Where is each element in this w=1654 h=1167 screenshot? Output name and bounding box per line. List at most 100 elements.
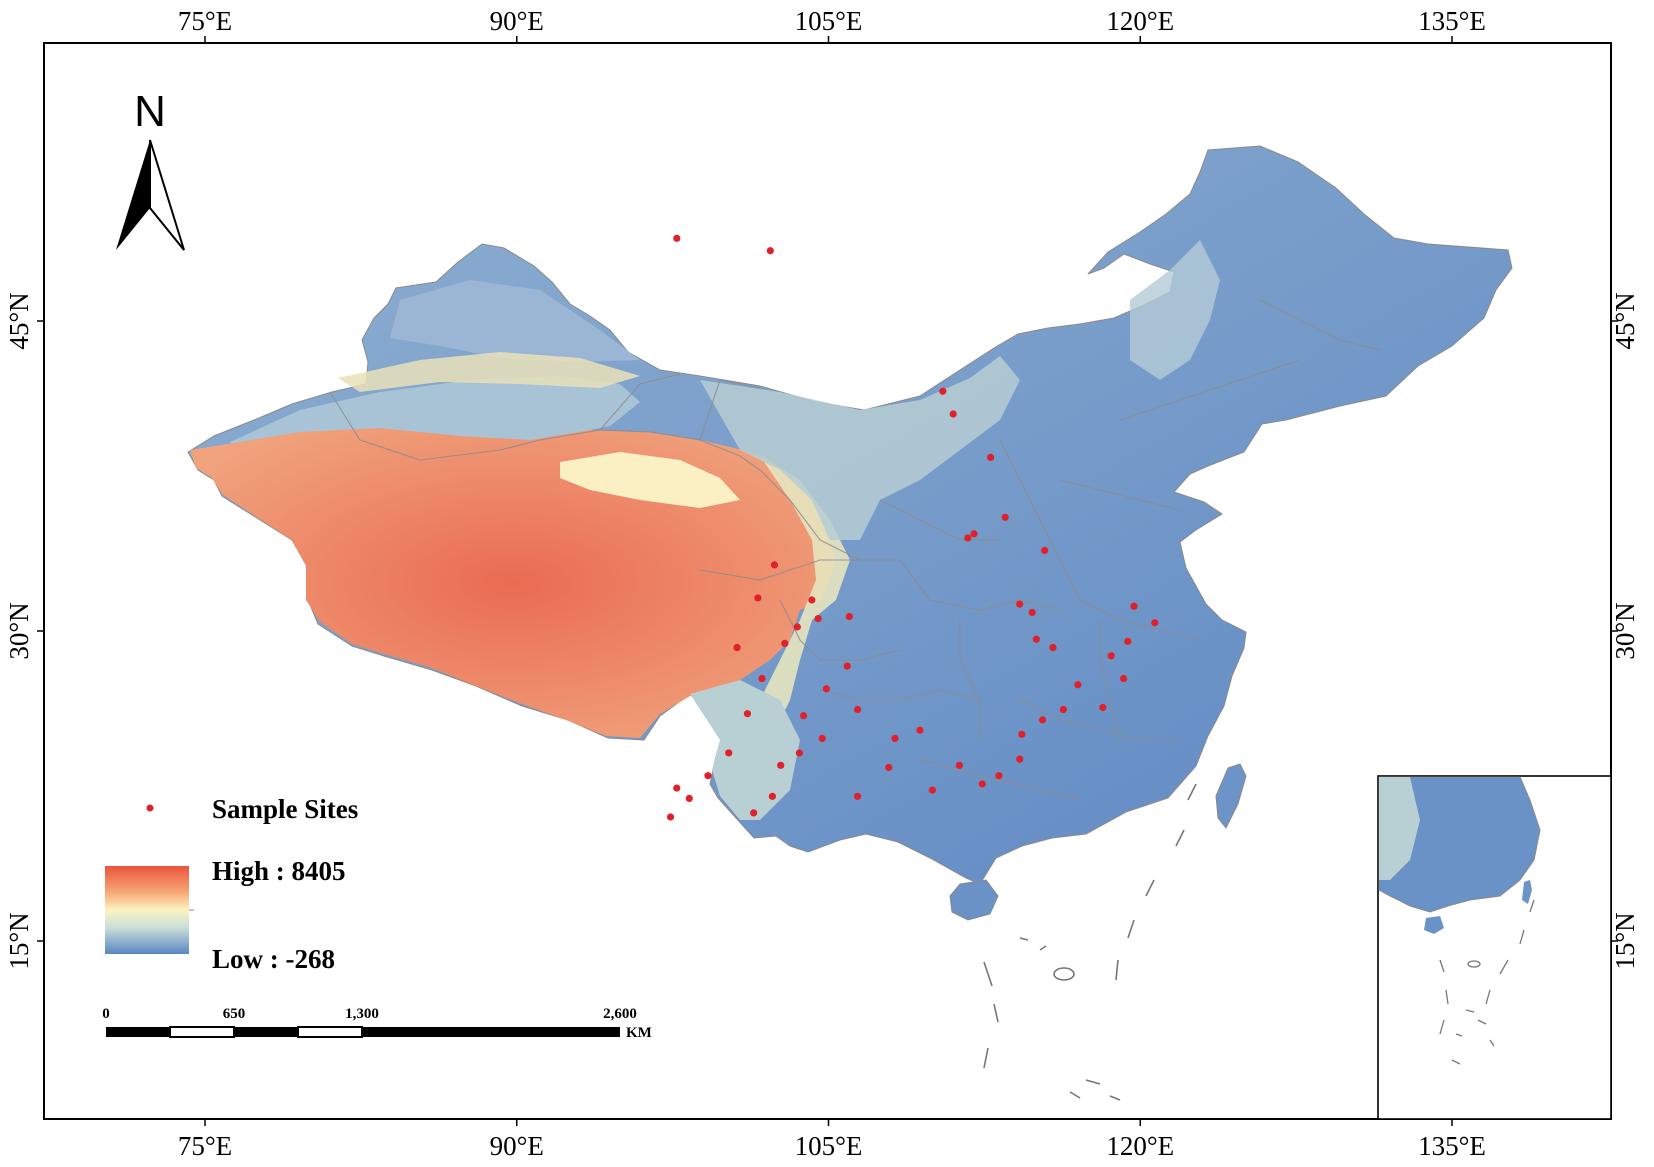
sample-site-33 [843,662,851,670]
scale-segment-1 [106,1027,170,1037]
scale-segment-3 [234,1027,298,1037]
sample-site-13 [1107,652,1115,660]
sample-site-11 [1032,635,1040,643]
sample-site-5 [1001,513,1009,521]
lat-label-right-1: 30°N [1610,602,1640,659]
sample-site-41 [733,643,741,652]
taiwan-island [1215,763,1247,829]
lon-label-top-4: 135°E [1418,6,1486,36]
dzungarian-basin [390,280,640,362]
hainan-island [949,879,999,921]
sample-site-3 [939,387,947,395]
sample-site-50 [777,761,785,769]
sample-site-27 [928,786,937,794]
lat-label-right-0: 45°N [1610,292,1640,349]
inset-taiwan [1522,880,1532,904]
scale-bar: 0 650 1,300 2,600 KM [102,1006,652,1041]
scale-unit: KM [626,1025,652,1041]
sample-site-22 [1018,730,1026,738]
map-frame [43,42,1612,1120]
sample-site-54 [822,685,831,693]
lon-label-top-3: 120°E [1106,6,1174,36]
sample-site-8 [1041,546,1049,555]
sample-site-29 [891,734,899,743]
sample-site-15 [1130,602,1138,610]
sample-site-52 [818,734,826,743]
sample-site-49 [768,792,776,800]
scale-segment-4 [297,1026,363,1038]
lon-label-top-2: 105°E [795,6,863,36]
sample-site-1 [673,234,681,242]
sample-site-32 [853,705,862,714]
sample-site-39 [754,594,762,602]
sample-site-42 [743,710,752,718]
legend-sample-site-marker [146,804,154,812]
sample-site-17 [1120,674,1128,683]
sample-sites [666,234,1159,821]
sample-site-43 [725,749,733,757]
sample-site-48 [750,809,758,817]
sample-site-0 [766,247,774,255]
sample-site-23 [1016,755,1024,763]
lat-label-right-2: 15°N [1610,912,1640,969]
sample-site-10 [1016,600,1024,608]
inset-hainan [1424,916,1444,934]
sample-site-16 [1151,619,1159,627]
tianshan-range [338,352,640,392]
scale-label-1300: 1,300 [345,1006,379,1022]
sample-site-25 [978,780,986,788]
lon-label-top-1: 90°E [490,6,544,36]
scale-segment-2 [169,1026,235,1038]
north-arrow: N [116,87,185,251]
sample-site-14 [1124,637,1132,645]
qaidam-basin [560,452,740,508]
sample-site-9 [1028,608,1036,617]
sample-site-26 [955,761,964,769]
scale-segment-5 [362,1027,620,1037]
lat-label-left-2: 15°N [4,912,34,969]
lat-label-left-1: 30°N [4,602,34,659]
legend-color-ramp [105,866,189,954]
legend-sample-sites-label: Sample Sites [212,794,358,824]
sample-site-45 [685,794,693,803]
sample-site-55 [845,612,853,621]
province-boundaries [329,299,1381,801]
sample-site-36 [793,623,801,631]
sample-site-44 [704,772,712,780]
scale-label-0: 0 [102,1006,110,1022]
inset-dashed-boundary [1439,899,1535,1065]
sample-site-20 [1059,705,1067,714]
lon-label-bottom-0: 75°E [178,1131,232,1161]
north-arrow-letter: N [134,87,166,136]
lon-label-bottom-1: 90°E [490,1131,544,1161]
sample-site-37 [781,639,789,648]
scale-label-650: 650 [223,1006,246,1022]
inset-map [1377,775,1612,1120]
sample-site-18 [1099,703,1107,712]
legend-low-label: Low : -268 [212,944,335,974]
sample-site-30 [885,763,893,772]
scale-label-2600: 2,600 [603,1006,637,1022]
sample-site-21 [1038,716,1047,724]
lon-label-top-0: 75°E [178,6,232,36]
sample-site-24 [995,772,1003,780]
lon-label-bottom-2: 105°E [795,1131,863,1161]
sample-site-19 [1074,681,1082,689]
sample-site-34 [814,615,822,623]
sample-site-46 [666,813,675,821]
lon-label-bottom-4: 135°E [1418,1131,1486,1161]
south-china-sea-islands [983,783,1197,1101]
tibetan-plateau [190,428,836,738]
sample-site-35 [808,596,816,604]
sample-site-28 [916,726,924,734]
legend: Sample Sites High : 8405 Low : -268 [105,794,358,974]
inset-highland [1379,777,1420,880]
yunnan-uplands [690,680,800,820]
greater-khingan [1130,240,1220,380]
legend-high-label: High : 8405 [212,856,346,886]
sample-site-40 [770,561,779,569]
lon-label-bottom-3: 120°E [1106,1131,1174,1161]
sample-site-31 [853,792,862,800]
sample-site-51 [795,749,804,757]
